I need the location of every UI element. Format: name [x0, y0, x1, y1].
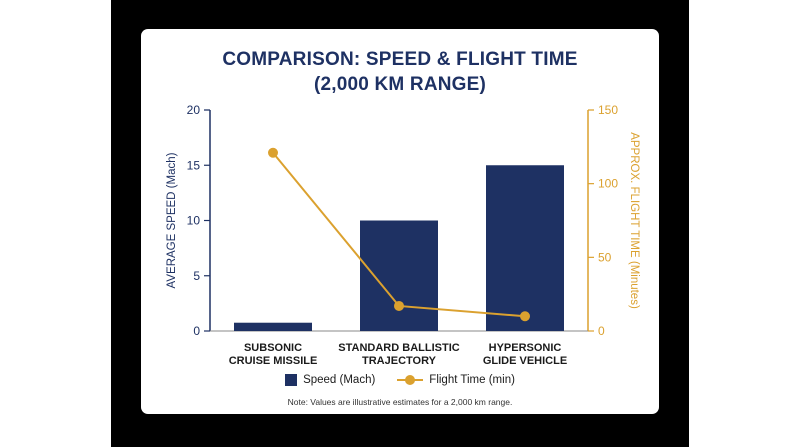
chart-card: COMPARISON: SPEED & FLIGHT TIME (2,000 K… [141, 29, 659, 414]
point-flight-time [520, 311, 530, 322]
legend-line-swatch [397, 375, 424, 385]
y-right-tick-label: 0 [598, 324, 605, 338]
y-left-tick-label: 5 [193, 269, 200, 283]
legend-label-flight-time: Flight Time (min) [429, 374, 515, 386]
chart-title: COMPARISON: SPEED & FLIGHT TIME [222, 49, 578, 70]
point-flight-time [268, 147, 278, 158]
chart-legend: Speed (Mach) Flight Time (min) [141, 374, 659, 386]
bar-speed [360, 220, 438, 331]
y-right-tick-label: 50 [598, 250, 612, 264]
y-right-tick-label: 100 [598, 177, 618, 191]
y-left-tick-label: 0 [193, 324, 200, 338]
y-left-axis-title: AVERAGE SPEED (Mach) [166, 152, 178, 288]
y-right-axis-title: APPROX. FLIGHT TIME (Minutes) [628, 132, 640, 309]
x-category-label: SUBSONIC [244, 342, 302, 354]
x-category-label: HYPERSONIC [489, 342, 562, 354]
x-category-label: STANDARD BALLISTIC [338, 342, 459, 354]
legend-item-speed: Speed (Mach) [285, 374, 375, 386]
x-category-label: TRAJECTORY [362, 355, 437, 367]
x-category-label: CRUISE MISSILE [229, 355, 318, 367]
y-left-tick-label: 15 [187, 158, 201, 172]
bar-speed [234, 322, 312, 331]
legend-label-speed: Speed (Mach) [303, 374, 376, 386]
x-category-label: GLIDE VEHICLE [483, 355, 567, 367]
y-right-tick-label: 150 [598, 103, 618, 117]
y-left-tick-label: 20 [187, 103, 201, 117]
point-flight-time [394, 300, 404, 311]
chart-plot: 0 5 10 15 20 0 50 100 150 AVERAGE SPEED (Mach) APP… [166, 103, 640, 367]
legend-bar-swatch [285, 374, 298, 386]
y-left-tick-label: 10 [187, 214, 201, 228]
chart-subtitle: (2,000 KM RANGE) [313, 74, 487, 95]
chart-note: Note: Values are illustrative estimates … [287, 397, 513, 407]
bar-speed [486, 165, 564, 331]
legend-item-flight-time: Flight Time (min) [397, 374, 515, 386]
